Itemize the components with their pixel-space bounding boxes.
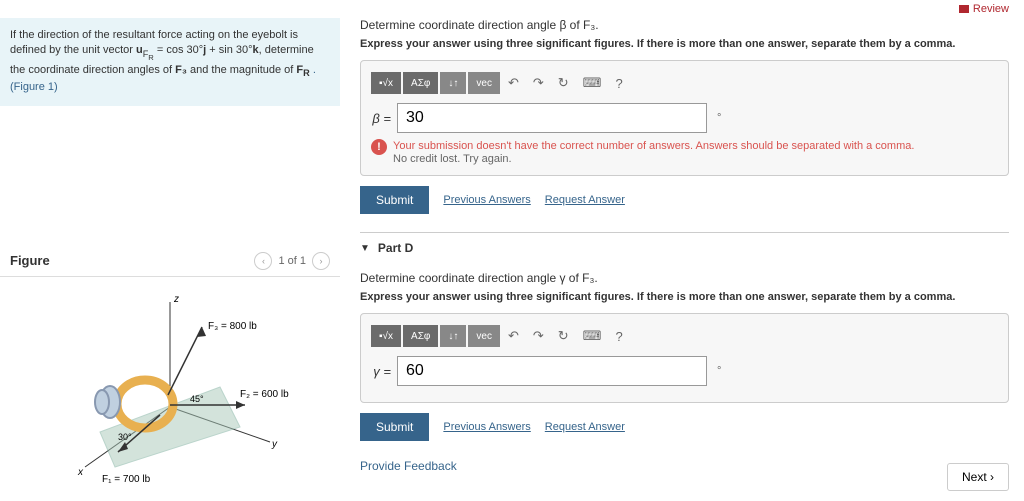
partd-prompt: Determine coordinate direction angle γ o… bbox=[360, 271, 1009, 285]
symbols-button[interactable]: ΑΣφ bbox=[403, 325, 438, 347]
figure-next-button[interactable]: › bbox=[312, 252, 330, 270]
error-text: Your submission doesn't have the correct… bbox=[393, 139, 914, 153]
problem-formula: uFR = cos 30°j + sin 30°k, bbox=[136, 44, 262, 56]
subscript-button[interactable]: ↓↑ bbox=[440, 325, 466, 347]
svg-text:x: x bbox=[77, 467, 84, 478]
next-button[interactable]: Next › bbox=[947, 463, 1009, 491]
partd-actions: Submit Previous Answers Request Answer bbox=[360, 413, 1009, 441]
problem-statement: If the direction of the resultant force … bbox=[0, 18, 340, 106]
partc-submit-button[interactable]: Submit bbox=[360, 186, 429, 214]
figure-diagram: z y x F₃ = 800 lb F₂ = 600 lb F₁ = 700 l… bbox=[0, 277, 340, 500]
help-icon[interactable]: ? bbox=[609, 72, 628, 95]
figure-prev-button[interactable]: ‹ bbox=[254, 252, 272, 270]
reset-icon[interactable]: ↻ bbox=[552, 71, 575, 95]
partc-answer-box: ▪√x ΑΣφ ↓↑ vec ↶ ↷ ↻ ⌨ ? β = ° ! Your su… bbox=[360, 60, 1009, 176]
vec-button[interactable]: vec bbox=[468, 325, 500, 347]
svg-text:45°: 45° bbox=[190, 394, 204, 404]
figure-panel: Figure ‹ 1 of 1 › z y x F₃ = 800 bbox=[0, 246, 340, 500]
symbols-button[interactable]: ΑΣφ bbox=[403, 72, 438, 94]
reset-icon[interactable]: ↻ bbox=[552, 324, 575, 348]
review-link[interactable]: Review bbox=[959, 3, 1009, 15]
help-icon[interactable]: ? bbox=[609, 325, 628, 348]
figure-title: Figure bbox=[10, 253, 50, 268]
svg-text:F₁ = 700 lb: F₁ = 700 lb bbox=[102, 474, 151, 485]
partd-submit-button[interactable]: Submit bbox=[360, 413, 429, 441]
left-column: If the direction of the resultant force … bbox=[0, 18, 340, 500]
beta-label: β = bbox=[371, 111, 391, 126]
caret-down-icon: ▼ bbox=[360, 243, 370, 254]
fr-label: FR bbox=[296, 64, 309, 76]
templates-icon[interactable]: ▪√x bbox=[371, 72, 401, 94]
partd-unit: ° bbox=[717, 365, 721, 377]
figure-nav: ‹ 1 of 1 › bbox=[254, 252, 330, 270]
partd-request-answer-link[interactable]: Request Answer bbox=[545, 421, 625, 433]
problem-text: defined by the unit vector bbox=[10, 44, 136, 56]
redo-icon[interactable]: ↷ bbox=[527, 71, 550, 95]
partc-request-answer-link[interactable]: Request Answer bbox=[545, 194, 625, 206]
partc-toolbar: ▪√x ΑΣφ ↓↑ vec ↶ ↷ ↻ ⌨ ? bbox=[371, 71, 998, 95]
partd-toolbar: ▪√x ΑΣφ ↓↑ vec ↶ ↷ ↻ ⌨ ? bbox=[371, 324, 998, 348]
partc-prev-answers-link[interactable]: Previous Answers bbox=[443, 194, 530, 206]
partc-error: ! Your submission doesn't have the corre… bbox=[371, 139, 998, 165]
problem-text: If the direction of the resultant force … bbox=[10, 29, 298, 41]
partc-answer-row: β = ° bbox=[371, 103, 998, 133]
figure-counter: 1 of 1 bbox=[278, 255, 306, 267]
partd-label: Part D bbox=[378, 241, 413, 255]
error-subtext: No credit lost. Try again. bbox=[393, 153, 914, 165]
problem-text: magnitude of bbox=[230, 64, 297, 76]
svg-text:z: z bbox=[173, 294, 179, 305]
undo-icon[interactable]: ↶ bbox=[502, 324, 525, 348]
provide-feedback-link[interactable]: Provide Feedback bbox=[360, 459, 1009, 473]
partd-instruct: Express your answer using three signific… bbox=[360, 291, 1009, 303]
keyboard-icon[interactable]: ⌨ bbox=[577, 71, 608, 95]
figure-header: Figure ‹ 1 of 1 › bbox=[0, 246, 340, 277]
undo-icon[interactable]: ↶ bbox=[502, 71, 525, 95]
problem-text: and the bbox=[190, 64, 227, 76]
vec-button[interactable]: vec bbox=[468, 72, 500, 94]
right-column: Determine coordinate direction angle β o… bbox=[360, 18, 1009, 473]
partd-answer-row: γ = ° bbox=[371, 356, 998, 386]
svg-text:y: y bbox=[271, 439, 278, 450]
partc-instruct: Express your answer using three signific… bbox=[360, 38, 1009, 50]
partc-unit: ° bbox=[717, 112, 721, 124]
partc-actions: Submit Previous Answers Request Answer bbox=[360, 186, 1009, 214]
partd-header[interactable]: ▼ Part D bbox=[360, 232, 1009, 263]
templates-icon[interactable]: ▪√x bbox=[371, 325, 401, 347]
svg-text:F₂ = 600 lb: F₂ = 600 lb bbox=[240, 389, 289, 400]
partd-answer-box: ▪√x ΑΣφ ↓↑ vec ↶ ↷ ↻ ⌨ ? γ = ° bbox=[360, 313, 1009, 403]
subscript-button[interactable]: ↓↑ bbox=[440, 72, 466, 94]
partc-prompt: Determine coordinate direction angle β o… bbox=[360, 18, 1009, 32]
f3-label: F₃ bbox=[175, 64, 187, 76]
error-icon: ! bbox=[371, 139, 387, 155]
svg-text:F₃ = 800 lb: F₃ = 800 lb bbox=[208, 321, 257, 332]
svg-text:30°: 30° bbox=[118, 432, 132, 442]
redo-icon[interactable]: ↷ bbox=[527, 324, 550, 348]
gamma-label: γ = bbox=[371, 364, 391, 379]
partc-input[interactable] bbox=[397, 103, 707, 133]
partd-prev-answers-link[interactable]: Previous Answers bbox=[443, 421, 530, 433]
partd-input[interactable] bbox=[397, 356, 707, 386]
keyboard-icon[interactable]: ⌨ bbox=[577, 324, 608, 348]
